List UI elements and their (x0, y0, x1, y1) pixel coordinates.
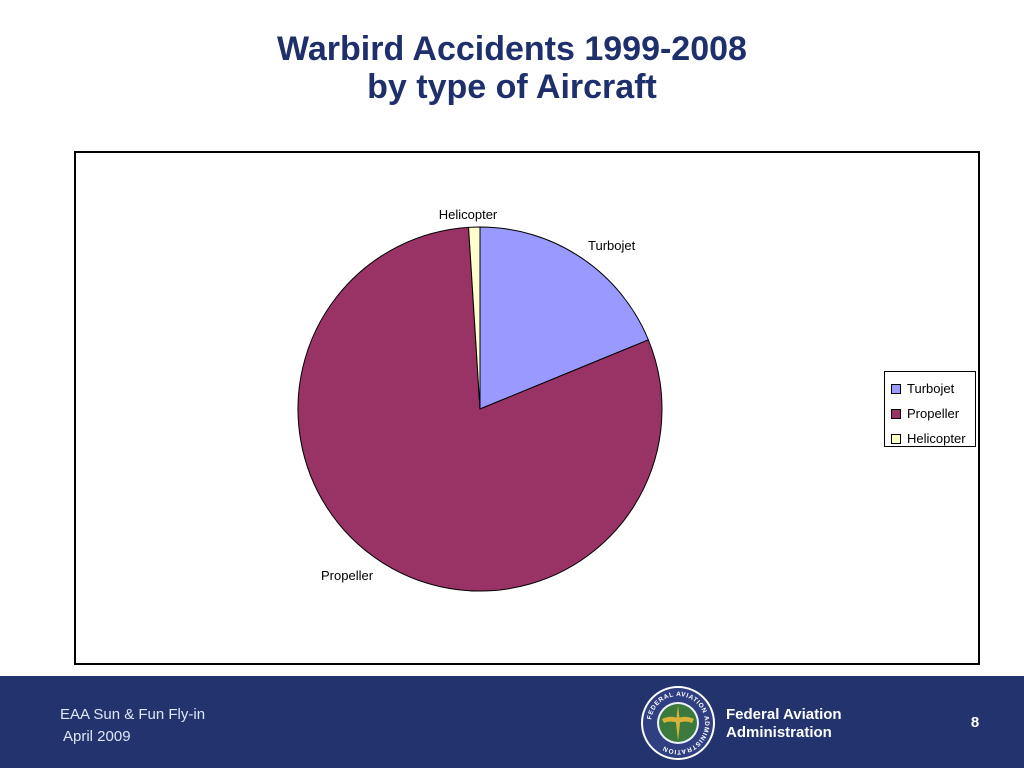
pie-label-helicopter: Helicopter (439, 207, 498, 222)
chart-legend: Turbojet Propeller Helicopter (884, 371, 976, 447)
legend-item-turbojet: Turbojet (891, 376, 975, 401)
agency-name: Federal Aviation Administration (726, 706, 842, 742)
footer-event-info: EAA Sun & Fun Fly-in April 2009 (60, 704, 205, 748)
pie-slice-turbojet (479, 226, 650, 410)
footer-event-name: EAA Sun & Fun Fly-in (60, 706, 206, 723)
slide-title-line-2: by type of Aircraft (367, 68, 657, 106)
agency-name-line-2: Administration (726, 724, 832, 741)
pie-label-propeller: Propeller (321, 568, 374, 583)
slide-title-line-1: Warbird Accidents 1999-2008 (277, 30, 747, 68)
legend-swatch-turbojet (891, 383, 901, 394)
legend-item-propeller: Propeller (891, 401, 975, 426)
pie-slice-helicopter (468, 226, 481, 410)
slide-title: Warbird Accidents 1999-2008 by type of A… (0, 30, 1024, 106)
legend-item-helicopter: Helicopter (891, 426, 975, 451)
pie-slice-propeller (297, 226, 663, 592)
footer-bar: EAA Sun & Fun Fly-in April 2009 FEDERAL … (0, 676, 1024, 768)
legend-label-turbojet: Turbojet (907, 381, 955, 396)
footer-date: April 2009 (63, 728, 131, 745)
legend-label-propeller: Propeller (907, 406, 960, 421)
legend-swatch-helicopter (891, 433, 901, 444)
pie-label-turbojet: Turbojet (588, 238, 636, 253)
legend-label-helicopter: Helicopter (907, 431, 966, 446)
chart-frame: Turbojet Propeller Helicopter (74, 151, 980, 665)
agency-name-line-1: Federal Aviation (726, 706, 842, 723)
pie-chart: Turbojet Propeller Helicopter (297, 207, 663, 592)
faa-seal-icon: FEDERAL AVIATION ADMINISTRATION (641, 686, 715, 760)
page-number: 8 (970, 714, 980, 731)
legend-swatch-propeller (891, 408, 901, 419)
